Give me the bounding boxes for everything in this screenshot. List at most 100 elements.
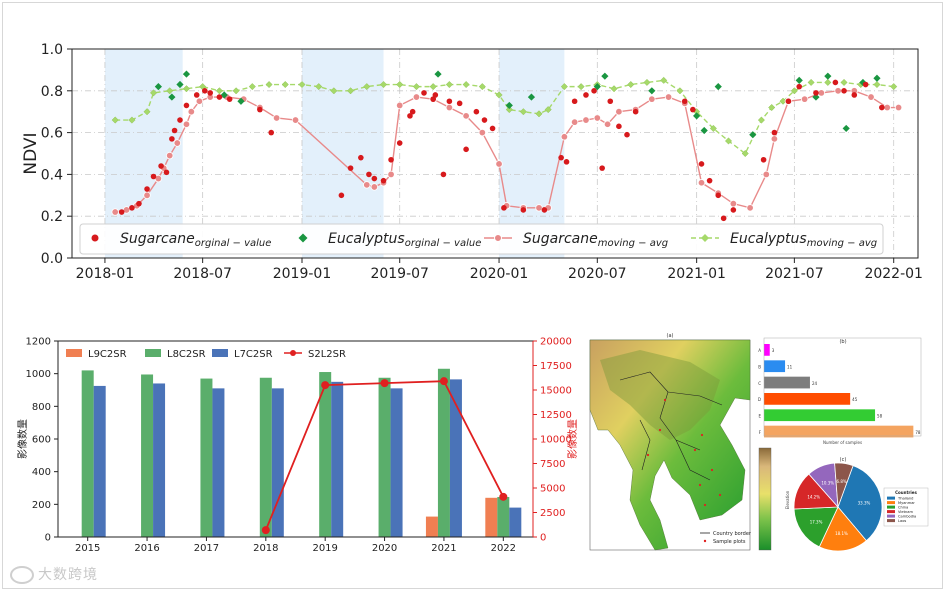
sugarcane-original-point (409, 108, 416, 115)
eucalyptus-original-point (601, 72, 609, 80)
sugarcane-original-point (202, 88, 208, 94)
sugarcane-moving-avg-point (834, 87, 842, 95)
sugarcane-moving-avg-point (462, 112, 470, 120)
eucalyptus-moving-avg-point (330, 87, 338, 95)
pie-slice (818, 506, 867, 552)
legend-label: S2L2SR (308, 349, 346, 360)
shaded-period-1 (301, 49, 384, 258)
sugarcane-original-point (520, 207, 527, 213)
country-pie-chart: (c) 33.3% 18.1% 17.3% 14.2% 10.3% 6.8% Countrie… (793, 457, 929, 552)
sugarcane-moving-avg-point (143, 191, 151, 199)
legend-label: Eucalyptusorginal − value (328, 231, 481, 249)
left-y-tick-label: 1200 (26, 337, 51, 348)
eucalyptus-original-point (824, 72, 832, 80)
eucalyptus-moving-avg-point (643, 78, 651, 86)
eucalyptus-original-point (154, 83, 162, 91)
sugarcane-moving-avg-point (535, 204, 543, 212)
watermark-logo-icon (10, 566, 34, 584)
s2l2sr-point (499, 492, 508, 501)
sugarcane-moving-avg-point (762, 170, 770, 179)
sugarcane-original-point (358, 154, 364, 161)
map-sample-plot (698, 483, 702, 487)
sugarcane-original-point (558, 154, 564, 161)
eucalyptus-moving-avg-point (610, 85, 618, 93)
hbar-bar (764, 409, 876, 422)
right-y-tick-label: 5000 (540, 484, 565, 495)
right-y-tick-label: 15000 (540, 386, 572, 397)
x-tick-label: 2022 (491, 543, 516, 554)
pie-slice-label: 14.2% (807, 495, 820, 500)
eucalyptus-moving-avg-point (143, 108, 151, 116)
eucalyptus-original-point (714, 83, 722, 91)
pie-title: (c) (840, 457, 847, 463)
bar-L7C2SR (390, 388, 403, 537)
legend-eucalyptus-original-marker (298, 233, 308, 243)
sugarcane-moving-avg-point (615, 107, 623, 116)
bar-L7C2SR (331, 381, 344, 537)
eucalyptus-moving-avg-point (429, 83, 437, 91)
left-y-tick-label: 400 (32, 467, 51, 478)
watermark-text: 大数跨境 (38, 567, 98, 583)
eucalyptus-original-point (812, 93, 820, 101)
sugarcane-moving-avg-point (387, 170, 395, 179)
sugarcane-moving-avg-point (729, 199, 738, 208)
hbar-bar (764, 360, 786, 373)
sugarcane-original-point (624, 131, 630, 138)
eucalyptus-moving-avg-point (890, 83, 898, 91)
bar-L8C2SR (200, 378, 213, 537)
legend-sugarcane-avg-marker (494, 234, 502, 242)
bar-L8C2SR (259, 377, 272, 537)
eucalyptus-moving-avg-point (790, 87, 798, 95)
sugarcane-moving-avg-point (166, 151, 174, 160)
colorbar-label: Elevation (785, 490, 790, 509)
y-tick-label: 0.6 (41, 126, 63, 142)
sugarcane-original-point (481, 117, 488, 123)
eucalyptus-original-point (176, 80, 184, 89)
sugarcane-original-point (563, 159, 570, 165)
map-legend-plot-swatch (703, 539, 707, 543)
right-y-tick-label: 7500 (540, 459, 565, 470)
eucalyptus-moving-avg-point (128, 116, 136, 124)
map-country-borders (619, 371, 723, 481)
eucalyptus-moving-avg-point (560, 83, 568, 91)
sugarcane-moving-avg-point (582, 116, 590, 124)
sugarcane-original-point (144, 186, 150, 192)
sugarcane-original-point (879, 104, 885, 111)
eucalyptus-original-point (795, 76, 803, 84)
sugarcane-original-point (163, 169, 170, 176)
pie-legend-swatch (887, 510, 895, 514)
sugarcane-moving-avg-point (800, 95, 809, 103)
sugarcane-original-point (616, 123, 622, 130)
eucalyptus-moving-avg-point (166, 87, 174, 95)
legend-label: L8C2SR (167, 349, 206, 360)
sugarcane-original-point (681, 98, 688, 105)
sugarcane-moving-avg-point (195, 97, 204, 105)
right-y-tick-label: 2500 (540, 508, 565, 519)
legend-label: L7C2SR (234, 349, 273, 360)
eucalyptus-moving-avg-point (535, 110, 543, 118)
hbar-value-label: 11 (787, 365, 793, 370)
sugarcane-original-point (571, 98, 578, 105)
sugarcane-original-point (541, 207, 548, 213)
sugarcane-moving-avg-point (495, 160, 503, 168)
sugarcane-original-point (216, 94, 223, 100)
sugarcane-original-point (706, 177, 713, 184)
elevation-colorbar (758, 447, 772, 551)
eucalyptus-moving-avg-point (265, 80, 273, 89)
bar-L7C2SR (509, 507, 522, 537)
eucalyptus-original-point (859, 78, 867, 87)
x-tick-label: 2018 (253, 543, 278, 554)
pie-legend-label: Vietnam (898, 510, 913, 514)
x-tick-label: 2022-01 (864, 266, 923, 282)
sugarcane-original-point (690, 106, 696, 113)
hbar-bar (764, 344, 770, 356)
x-tick-label: 2015 (75, 543, 100, 554)
map-legend-label: Sample plots (713, 539, 746, 545)
sugarcane-moving-avg-point (664, 93, 673, 101)
pie-slice-label: 6.8% (837, 479, 847, 484)
x-tick-label: 2020-07 (568, 266, 627, 282)
bar-L8C2SR (497, 496, 510, 537)
y-tick-label: 0.8 (41, 84, 63, 100)
map-sample-plot (646, 453, 650, 457)
